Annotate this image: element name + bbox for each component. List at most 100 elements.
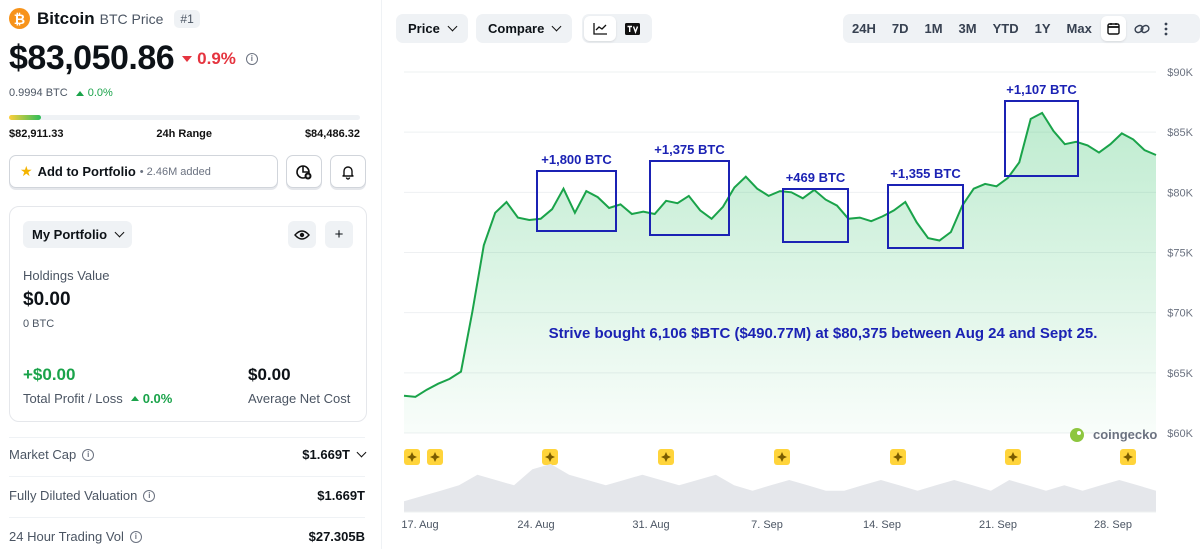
net-cost-value: $0.00 [248, 365, 291, 384]
stat-value: $27.305B [308, 529, 365, 544]
add-transaction-button[interactable]: + [325, 221, 353, 248]
divider [9, 517, 365, 518]
star-icon: ★ [20, 163, 33, 179]
tradingview-icon [624, 22, 640, 35]
panel-divider [381, 0, 382, 549]
x-tick-label: 14. Sep [863, 519, 901, 531]
compare-dropdown[interactable]: Compare [476, 14, 573, 43]
info-icon[interactable]: i [245, 52, 258, 65]
stat-row-volume: 24 Hour Trading Vol i $27.305B [9, 529, 365, 544]
add-to-portfolio-label: Add to Portfolio [37, 164, 136, 179]
x-tick-label: 24. Aug [517, 519, 554, 531]
range-low: $82,911.33 [9, 128, 64, 140]
btc-conversion-row: 0.9994 BTC 0.0% [9, 87, 113, 99]
range-1m-button[interactable]: 1M [924, 21, 943, 36]
range-3m-button[interactable]: 3M [958, 21, 977, 36]
chevron-down-icon [447, 21, 458, 32]
line-chart-button[interactable] [584, 16, 616, 41]
more-options-button[interactable] [1158, 16, 1174, 41]
compare-dropdown-label: Compare [488, 21, 545, 36]
annotation-box [1004, 100, 1079, 177]
annotation-box [649, 160, 730, 236]
range-1y-button[interactable]: 1Y [1034, 21, 1051, 36]
annotation-label: +1,375 BTC [654, 142, 725, 157]
holdings-btc: 0 BTC [23, 318, 55, 330]
event-marker-icon[interactable] [542, 449, 558, 465]
volume-area [404, 464, 1156, 512]
added-count: • 2.46M added [139, 165, 211, 178]
x-tick-label: 31. Aug [632, 519, 669, 531]
tradingview-button[interactable] [616, 16, 648, 41]
eye-icon [294, 229, 310, 240]
price-change-24h: 0.9% [182, 49, 236, 69]
btc-value: 0.9994 BTC [9, 87, 68, 99]
stat-value: $1.669T [317, 488, 365, 503]
price-dropdown[interactable]: Price [396, 14, 468, 43]
coin-subtitle: BTC Price [99, 10, 164, 27]
range-7d-button[interactable]: 7D [891, 21, 909, 36]
y-tick-label: $75K [1167, 248, 1193, 260]
event-marker-icon[interactable] [1120, 449, 1136, 465]
price-line [403, 111, 1157, 398]
holdings-value: $0.00 [23, 289, 71, 310]
stat-row-market-cap: Market Cap i $1.669T [9, 447, 367, 462]
stat-row-fdv: Fully Diluted Valuation i $1.669T [9, 488, 365, 503]
more-vertical-icon [1164, 22, 1168, 35]
x-tick-label: 17. Aug [401, 519, 438, 531]
info-icon[interactable]: i [143, 489, 156, 502]
divider [9, 437, 365, 438]
x-tick-label: 21. Sep [979, 519, 1017, 531]
range-labels: $82,911.33 24h Range $84,486.32 [9, 128, 360, 140]
coin-name: Bitcoin [37, 8, 95, 28]
event-marker-icon[interactable] [774, 449, 790, 465]
date-range-button[interactable] [1100, 16, 1126, 41]
event-marker-icon[interactable] [1005, 449, 1021, 465]
x-tick-label: 7. Sep [751, 519, 783, 531]
price-alert-button[interactable] [330, 155, 366, 188]
toggle-visibility-button[interactable] [288, 221, 316, 248]
y-tick-label: $85K [1167, 127, 1193, 139]
annotation-label: +1,355 BTC [890, 166, 961, 181]
event-marker-icon[interactable] [404, 449, 420, 465]
chevron-down-icon [551, 21, 562, 32]
annotation-label: +1,800 BTC [541, 152, 612, 167]
calendar-icon [1107, 23, 1120, 35]
caret-up-icon [75, 90, 84, 96]
current-price: $83,050.86 [9, 39, 175, 77]
profit-loss-row: Total Profit / Loss 0.0% [23, 391, 172, 406]
caret-up-icon [130, 396, 139, 401]
annotation-label: +1,107 BTC [1006, 82, 1077, 97]
link-icon [1134, 24, 1150, 33]
range-ytd-button[interactable]: YTD [992, 21, 1019, 36]
chevron-down-icon [114, 227, 125, 238]
profit-loss-pct: 0.0% [142, 391, 173, 406]
y-tick-label: $60K [1167, 428, 1193, 440]
portfolio-card: My Portfolio + Holdings Value $0.00 0 BT… [9, 206, 367, 422]
y-tick-label: $80K [1167, 187, 1193, 199]
stat-label: 24 Hour Trading Vol [9, 529, 124, 544]
event-marker-icon[interactable] [427, 449, 443, 465]
stat-label: Market Cap [9, 447, 77, 462]
coingecko-logo-icon [1070, 428, 1084, 442]
divider [9, 476, 365, 477]
x-tick-label: 28. Sep [1094, 519, 1132, 531]
range-max-button[interactable]: Max [1066, 21, 1092, 36]
info-icon[interactable]: i [82, 448, 95, 461]
info-icon[interactable]: i [129, 530, 142, 543]
bell-icon [342, 165, 354, 180]
chevron-down-icon[interactable] [356, 447, 367, 458]
event-marker-icon[interactable] [658, 449, 674, 465]
annotation-box [536, 170, 617, 232]
share-link-button[interactable] [1128, 16, 1156, 41]
watchlist-button[interactable] [286, 155, 322, 188]
pie-chart-icon [296, 164, 312, 179]
stat-value: $1.669T [302, 447, 350, 462]
event-marker-icon[interactable] [890, 449, 906, 465]
range-bar-fill [9, 115, 41, 120]
add-to-portfolio-button[interactable]: ★ Add to Portfolio • 2.46M added [9, 155, 278, 188]
portfolio-dropdown[interactable]: My Portfolio [23, 221, 133, 248]
caret-down-icon [182, 55, 193, 62]
range-label: 24h Range [156, 128, 213, 140]
net-cost-label: Average Net Cost [248, 391, 351, 406]
range-24h-button[interactable]: 24H [852, 21, 876, 36]
